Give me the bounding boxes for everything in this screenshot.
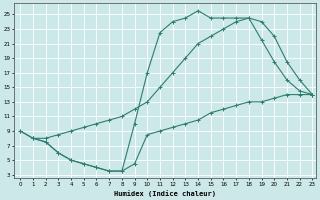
X-axis label: Humidex (Indice chaleur): Humidex (Indice chaleur)	[114, 190, 216, 197]
